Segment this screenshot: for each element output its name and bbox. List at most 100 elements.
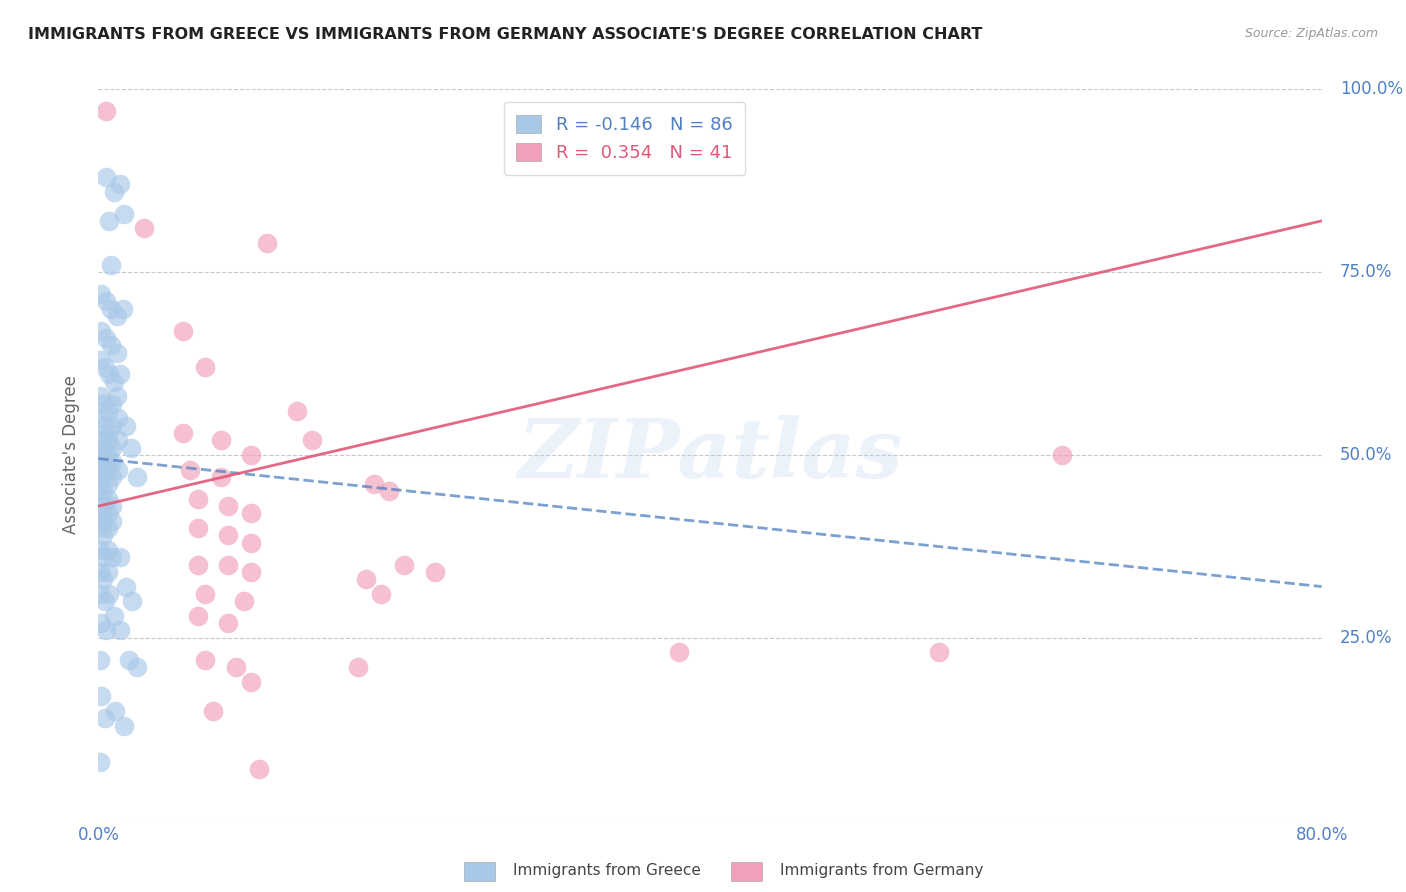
Point xyxy=(107,411,129,425)
Point xyxy=(209,470,232,484)
Point xyxy=(209,434,232,448)
Point xyxy=(217,499,239,513)
Point xyxy=(97,521,120,535)
Text: Source: ZipAtlas.com: Source: ZipAtlas.com xyxy=(1244,27,1378,40)
Point xyxy=(194,653,217,667)
Point xyxy=(392,558,416,572)
Point xyxy=(194,360,217,375)
Point xyxy=(97,491,120,506)
Text: Immigrants from Germany: Immigrants from Germany xyxy=(780,863,984,878)
Point xyxy=(93,594,115,608)
Point xyxy=(91,455,114,469)
Point xyxy=(172,425,194,440)
Text: ZIPatlas: ZIPatlas xyxy=(517,415,903,495)
Point xyxy=(103,608,125,623)
Point xyxy=(370,587,392,601)
Point xyxy=(108,368,131,382)
Text: 100.0%: 100.0% xyxy=(1340,80,1403,98)
Point xyxy=(301,434,323,448)
Point xyxy=(93,360,115,375)
Text: 75.0%: 75.0% xyxy=(1340,263,1392,281)
Point xyxy=(240,507,263,521)
Point xyxy=(89,587,111,601)
Point xyxy=(98,214,121,228)
Point xyxy=(89,448,111,462)
Point xyxy=(89,389,111,403)
Point xyxy=(107,434,129,448)
Point xyxy=(187,608,209,623)
Point xyxy=(179,462,201,476)
Point xyxy=(91,514,114,528)
Text: Immigrants from Greece: Immigrants from Greece xyxy=(513,863,702,878)
Point xyxy=(120,441,142,455)
Point xyxy=(103,185,125,199)
Point xyxy=(187,558,209,572)
Point xyxy=(89,507,111,521)
Point xyxy=(104,704,127,718)
Point xyxy=(90,690,112,704)
Point xyxy=(89,491,111,506)
Point xyxy=(90,287,112,301)
Point xyxy=(378,484,401,499)
Point xyxy=(101,455,124,469)
Point xyxy=(107,462,129,476)
Point xyxy=(108,550,131,565)
Point xyxy=(112,206,135,220)
Point xyxy=(97,462,120,476)
Point xyxy=(89,755,111,769)
Point xyxy=(115,418,138,433)
Point xyxy=(423,565,446,579)
Point xyxy=(89,411,111,425)
Point xyxy=(89,543,111,558)
Point xyxy=(101,418,124,433)
Point xyxy=(91,441,114,455)
Point xyxy=(101,470,124,484)
Point xyxy=(97,477,120,491)
Point xyxy=(240,448,263,462)
Point xyxy=(118,653,141,667)
Point xyxy=(111,301,134,316)
Point xyxy=(217,558,239,572)
Point xyxy=(90,324,112,338)
Point xyxy=(668,645,690,659)
Point xyxy=(100,338,122,352)
Point xyxy=(89,434,111,448)
Point xyxy=(1050,448,1073,462)
Point xyxy=(285,404,308,418)
Legend: R = -0.146   N = 86, R =  0.354   N = 41: R = -0.146 N = 86, R = 0.354 N = 41 xyxy=(503,102,745,175)
Point xyxy=(363,477,385,491)
Point xyxy=(105,345,128,359)
Point xyxy=(121,594,143,608)
Point xyxy=(240,535,263,549)
Point xyxy=(94,331,117,345)
Point xyxy=(187,491,209,506)
Point xyxy=(232,594,254,608)
Point xyxy=(97,448,120,462)
Point xyxy=(91,572,114,586)
Point xyxy=(100,258,122,272)
Point xyxy=(89,653,111,667)
Point xyxy=(225,660,247,674)
Point xyxy=(91,550,114,565)
Point xyxy=(90,616,112,631)
Point xyxy=(108,178,131,192)
Point xyxy=(101,441,124,455)
Point xyxy=(89,462,111,476)
Point xyxy=(202,704,225,718)
Point xyxy=(89,521,111,535)
Point xyxy=(89,565,111,579)
Point xyxy=(172,324,194,338)
Point xyxy=(97,404,120,418)
Point xyxy=(98,587,121,601)
Point xyxy=(125,660,148,674)
Point xyxy=(97,507,120,521)
Point xyxy=(97,425,120,440)
Text: 50.0%: 50.0% xyxy=(1340,446,1392,464)
Point xyxy=(101,499,124,513)
Point xyxy=(217,528,239,542)
Point xyxy=(100,301,122,316)
Point xyxy=(89,352,111,367)
Point xyxy=(89,477,111,491)
Point xyxy=(101,550,124,565)
Point xyxy=(94,624,117,638)
